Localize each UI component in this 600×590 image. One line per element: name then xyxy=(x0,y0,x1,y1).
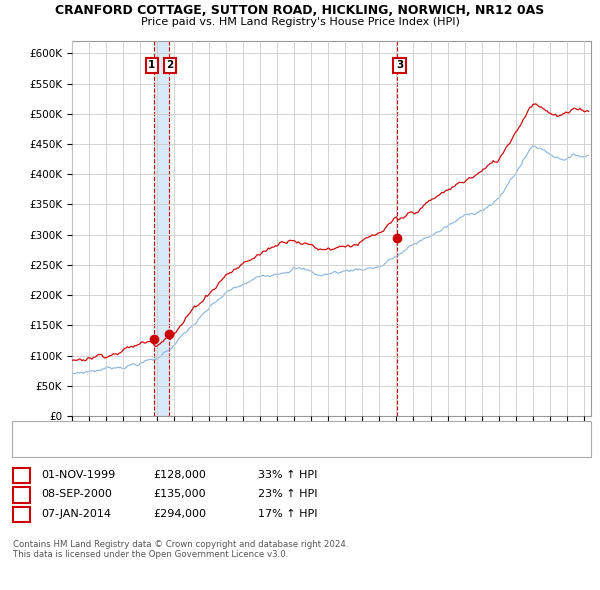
Text: 17% ↑ HPI: 17% ↑ HPI xyxy=(258,509,317,519)
Text: 3: 3 xyxy=(18,509,25,519)
Text: 3: 3 xyxy=(396,60,403,70)
Text: £294,000: £294,000 xyxy=(153,509,206,519)
Text: 1: 1 xyxy=(18,470,25,480)
Text: 33% ↑ HPI: 33% ↑ HPI xyxy=(258,470,317,480)
Text: 08-SEP-2000: 08-SEP-2000 xyxy=(41,490,112,499)
Text: 23% ↑ HPI: 23% ↑ HPI xyxy=(258,490,317,499)
Text: 2: 2 xyxy=(166,60,173,70)
Text: HPI: Average price, detached house, North Norfolk: HPI: Average price, detached house, Nort… xyxy=(51,443,290,453)
Text: £135,000: £135,000 xyxy=(153,490,206,499)
Text: Contains HM Land Registry data © Crown copyright and database right 2024.
This d: Contains HM Land Registry data © Crown c… xyxy=(13,540,349,559)
Bar xyxy=(154,41,169,416)
Text: 1: 1 xyxy=(148,60,155,70)
Text: 01-NOV-1999: 01-NOV-1999 xyxy=(41,470,115,480)
Text: 07-JAN-2014: 07-JAN-2014 xyxy=(41,509,111,519)
Text: Price paid vs. HM Land Registry's House Price Index (HPI): Price paid vs. HM Land Registry's House … xyxy=(140,17,460,27)
Text: CRANFORD COTTAGE, SUTTON ROAD, HICKLING, NORWICH, NR12 0AS (detached house): CRANFORD COTTAGE, SUTTON ROAD, HICKLING,… xyxy=(51,427,470,437)
Text: £128,000: £128,000 xyxy=(153,470,206,480)
Text: CRANFORD COTTAGE, SUTTON ROAD, HICKLING, NORWICH, NR12 0AS: CRANFORD COTTAGE, SUTTON ROAD, HICKLING,… xyxy=(55,4,545,17)
Text: 2: 2 xyxy=(18,490,25,499)
